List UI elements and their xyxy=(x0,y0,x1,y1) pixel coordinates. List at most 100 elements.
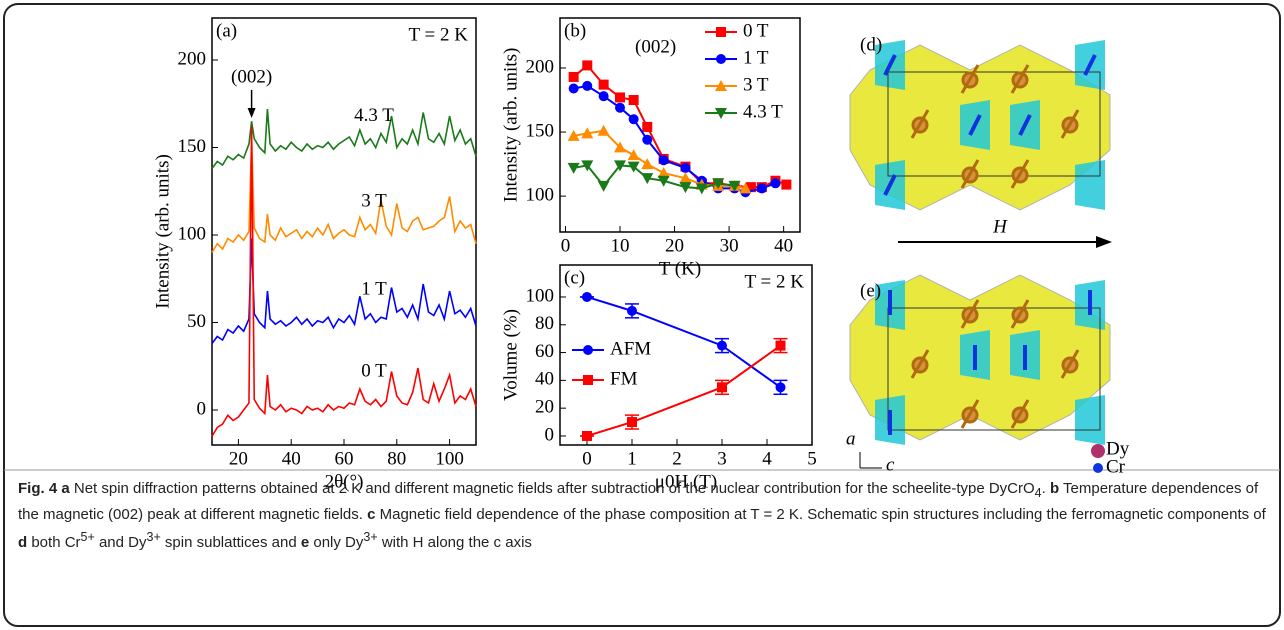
caption-bold: e xyxy=(301,534,309,551)
legend-marker xyxy=(583,345,593,355)
y-tick-label: 50 xyxy=(187,311,206,332)
legend-label: Cr xyxy=(1106,456,1126,477)
y-tick-label: 60 xyxy=(535,341,554,362)
legend-label: 3 T xyxy=(743,74,769,95)
marker xyxy=(582,81,592,91)
legend-label: FM xyxy=(610,368,638,389)
caption-text: and Dy xyxy=(95,534,147,551)
y-tick-label: 100 xyxy=(526,184,555,205)
peak-label: (002) xyxy=(231,66,272,87)
figure-page: (d) (e) H a c Dy Cr 05010015020020406080… xyxy=(0,0,1284,630)
panel-label: (d) xyxy=(860,34,882,55)
marker xyxy=(599,91,609,101)
legend-label: AFM xyxy=(610,338,651,359)
legend-label: 0 T xyxy=(743,20,769,41)
marker xyxy=(717,382,727,392)
x-tick-label: 80 xyxy=(387,448,406,469)
caption-bold: b xyxy=(1050,480,1059,497)
legend-label: 1 T xyxy=(743,47,769,68)
series-label: 3 T xyxy=(361,191,387,212)
marker xyxy=(598,125,610,136)
x-tick-label: 100 xyxy=(435,448,464,469)
marker xyxy=(569,72,579,82)
structure-d xyxy=(850,40,1110,210)
y-tick-label: 150 xyxy=(178,136,207,157)
marker xyxy=(598,181,610,192)
marker xyxy=(628,149,640,160)
x-tick-label: 1 xyxy=(627,448,637,469)
y-tick-label: 100 xyxy=(178,223,207,244)
x-tick-label: 0 xyxy=(561,235,571,256)
x-tick-label: 2 xyxy=(672,448,682,469)
y-axis-label: Intensity (arb. units) xyxy=(152,154,173,309)
marker xyxy=(582,60,592,70)
y-tick-label: 150 xyxy=(526,120,555,141)
y-tick-label: 100 xyxy=(526,285,555,306)
panel-label: (e) xyxy=(860,280,881,301)
marker xyxy=(629,95,639,105)
panel-label: (c) xyxy=(564,267,585,288)
marker xyxy=(582,292,592,302)
marker xyxy=(776,382,786,392)
y-axis-label: Volume (%) xyxy=(500,309,521,401)
marker xyxy=(641,158,653,169)
marker xyxy=(568,163,580,174)
series-label: 1 T xyxy=(361,279,387,300)
y-tick-label: 200 xyxy=(526,56,555,77)
field-label: H xyxy=(992,216,1008,237)
x-tick-label: 10 xyxy=(611,235,630,256)
condition-label: T = 2 K xyxy=(409,24,469,45)
caption: Fig. 4 a Net spin diffraction patterns o… xyxy=(18,478,1268,554)
marker xyxy=(659,155,669,165)
marker xyxy=(642,135,652,145)
caption-text: only Dy xyxy=(309,534,363,551)
marker xyxy=(629,114,639,124)
x-tick-label: 20 xyxy=(229,448,248,469)
marker xyxy=(627,417,637,427)
x-tick-label: 3 xyxy=(717,448,727,469)
marker xyxy=(776,341,786,351)
marker xyxy=(569,83,579,93)
legend-label: 4.3 T xyxy=(743,101,783,122)
caption-sup: 5+ xyxy=(81,530,95,544)
series-label: 0 T xyxy=(361,360,387,381)
caption-text: . xyxy=(1042,480,1046,497)
marker xyxy=(717,341,727,351)
marker xyxy=(599,80,609,90)
panel-label: (b) xyxy=(564,20,586,41)
marker xyxy=(642,122,652,132)
x-tick-label: 4 xyxy=(762,448,772,469)
x-tick-label: 40 xyxy=(774,235,793,256)
marker xyxy=(680,163,690,173)
legend-marker xyxy=(716,27,726,37)
caption-bold: Fig. 4 a xyxy=(18,480,70,497)
marker xyxy=(781,180,791,190)
caption-sup: 3+ xyxy=(147,530,161,544)
caption-text: Magnetic field dependence of the phase c… xyxy=(375,506,1265,523)
legend-marker xyxy=(716,54,726,64)
y-tick-label: 0 xyxy=(545,424,555,445)
x-tick-label: 60 xyxy=(335,448,354,469)
marker xyxy=(627,306,637,316)
axis-label: c xyxy=(886,454,895,475)
structure-e xyxy=(850,275,1110,445)
dy-legend-dot xyxy=(1091,444,1105,458)
x-tick-label: 30 xyxy=(720,235,739,256)
series-line xyxy=(212,127,476,437)
caption-text: spin sublattices and xyxy=(161,534,297,551)
y-tick-label: 20 xyxy=(535,397,554,418)
y-tick-label: 80 xyxy=(535,313,554,334)
legend-marker xyxy=(583,375,593,385)
marker xyxy=(757,183,767,193)
marker xyxy=(582,431,592,441)
cr-legend-dot xyxy=(1093,463,1103,473)
x-tick-label: 40 xyxy=(282,448,301,469)
peak-arrowhead xyxy=(248,108,256,118)
panel-label: (a) xyxy=(216,20,237,41)
caption-text: Net spin diffraction patterns obtained a… xyxy=(70,480,1035,497)
y-tick-label: 40 xyxy=(535,369,554,390)
marker xyxy=(770,178,780,188)
caption-bold: d xyxy=(18,534,27,551)
caption-text: both Cr xyxy=(27,534,80,551)
caption-text: with H along the c axis xyxy=(378,534,532,551)
